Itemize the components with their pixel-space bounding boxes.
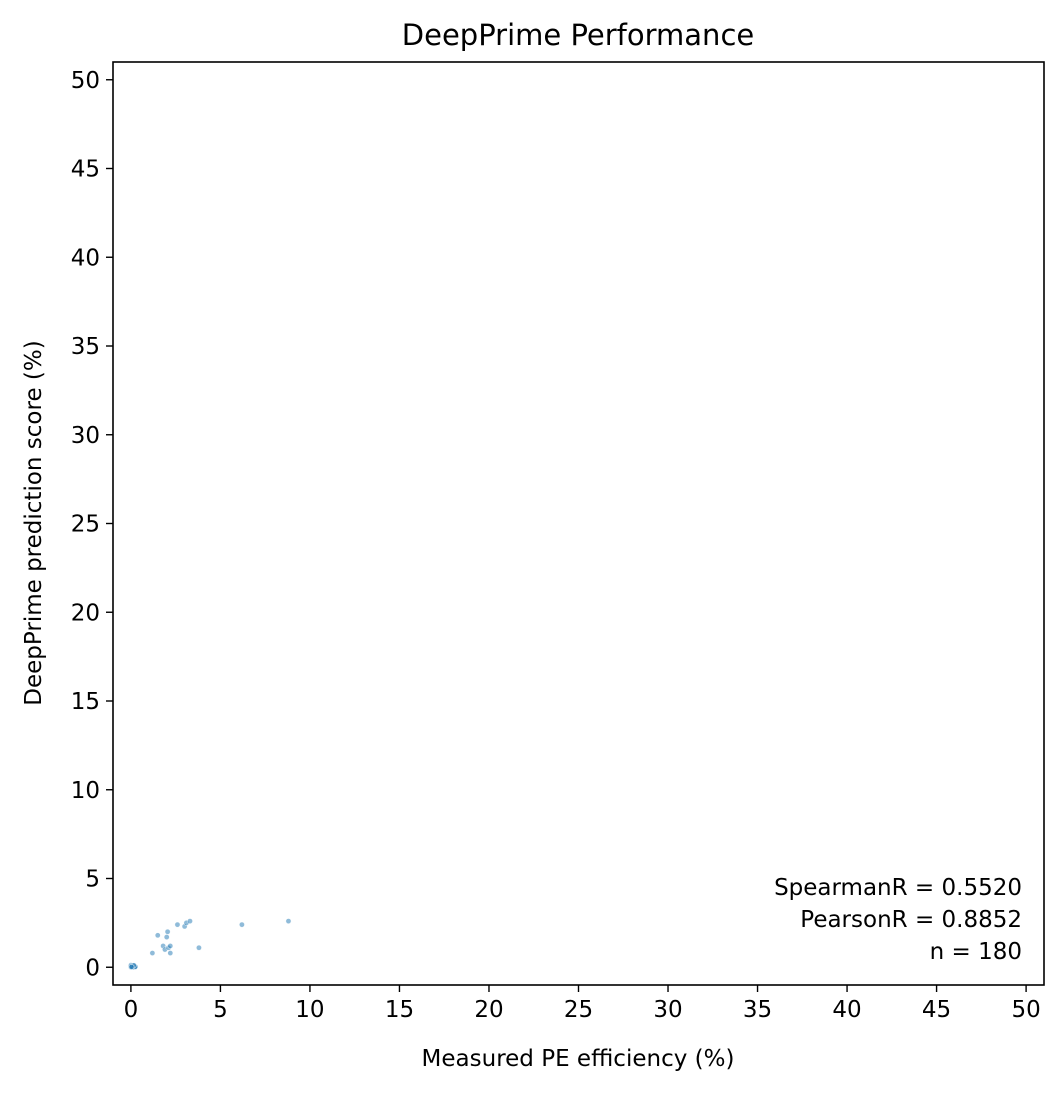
x-axis-ticks: 0 5 10 15 20 25 30 35 40 45 50 — [124, 985, 1041, 1023]
spearman-annotation: SpearmanR = 0.5520 — [774, 875, 1022, 901]
x-tick-label: 45 — [922, 997, 951, 1023]
data-point — [187, 918, 193, 924]
y-tick-label: 20 — [71, 600, 100, 626]
data-point — [167, 943, 174, 949]
x-tick-label: 30 — [653, 997, 682, 1023]
y-tick-label: 15 — [71, 689, 100, 715]
x-tick-label: 15 — [385, 997, 414, 1023]
x-tick-label: 40 — [832, 997, 861, 1023]
data-point — [163, 934, 170, 940]
x-axis-label: Measured PE efficiency (%) — [422, 1046, 735, 1072]
y-tick-label: 10 — [71, 778, 100, 804]
pearson-annotation: PearsonR = 0.8852 — [800, 907, 1022, 933]
data-point — [149, 950, 156, 956]
x-tick-label: 35 — [743, 997, 772, 1023]
chart-title: DeepPrime Performance — [402, 18, 754, 52]
x-tick-label: 50 — [1011, 997, 1040, 1023]
y-tick-label: 25 — [71, 512, 100, 538]
y-tick-label: 5 — [85, 867, 100, 893]
y-tick-label: 50 — [71, 68, 100, 94]
points-layer — [128, 918, 292, 971]
data-point — [174, 921, 181, 928]
data-point — [196, 944, 202, 951]
data-point — [167, 950, 174, 956]
x-tick-label: 20 — [474, 997, 503, 1023]
sample-count-annotation: n = 180 — [930, 939, 1022, 965]
y-tick-label: 0 — [85, 955, 100, 981]
y-axis-ticks: 0 5 10 15 20 25 30 35 40 45 50 — [71, 68, 113, 981]
x-tick-label: 10 — [295, 997, 324, 1023]
y-tick-label: 40 — [71, 245, 100, 271]
data-point — [285, 918, 292, 924]
y-tick-label: 35 — [71, 334, 100, 360]
plot-frame — [112, 61, 1045, 986]
data-point — [154, 932, 161, 939]
x-tick-label: 5 — [213, 997, 228, 1023]
y-tick-label: 45 — [71, 157, 100, 183]
y-axis-label: DeepPrime prediction score (%) — [21, 340, 47, 705]
data-point — [239, 921, 245, 928]
data-point — [128, 964, 135, 970]
x-tick-label: 25 — [564, 997, 593, 1023]
data-point — [164, 928, 171, 935]
y-tick-label: 30 — [71, 423, 100, 449]
x-tick-label: 0 — [124, 997, 139, 1023]
